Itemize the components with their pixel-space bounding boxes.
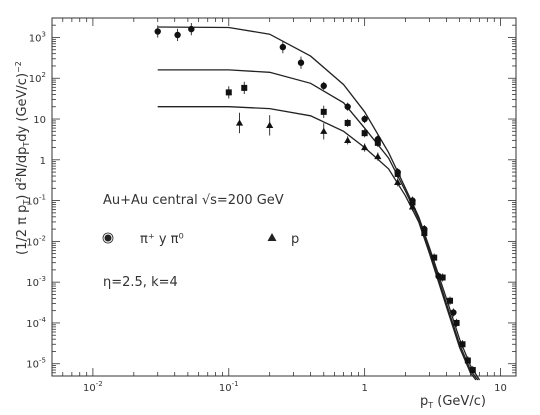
y-tick-label: 10-2 xyxy=(26,234,46,248)
data-point-square xyxy=(431,254,438,261)
data-point-square xyxy=(374,139,381,146)
legend-circle-marker xyxy=(104,234,112,242)
data-point-circle xyxy=(154,28,161,35)
y-axis-label: (1/2 π pT) d2N/dpTdy (GeV/c)−2 xyxy=(14,61,31,255)
data-point-square xyxy=(459,341,466,348)
data-point-square xyxy=(409,199,416,206)
legend-p-label: p xyxy=(291,232,299,247)
y-tick-label: 103 xyxy=(29,30,46,44)
data-point-circle xyxy=(361,115,368,123)
y-tick-label: 102 xyxy=(29,71,46,85)
data-point-square xyxy=(469,367,476,374)
legend-circle-marker-ring xyxy=(102,232,114,244)
legend: π⁺ y π⁰ p xyxy=(102,232,299,247)
data-point-square xyxy=(241,84,248,91)
y-tick-label: 10-3 xyxy=(26,275,46,289)
data-point-circle xyxy=(279,43,287,51)
data-point-triangle xyxy=(320,127,328,134)
data-point-square xyxy=(344,119,351,126)
system-annotation: Au+Au central √s=200 GeV xyxy=(103,193,284,208)
data-point-circle xyxy=(174,31,181,39)
y-tick-label: 1 xyxy=(40,156,46,167)
data-point-triangle xyxy=(361,143,369,151)
y-tick-label: 10-1 xyxy=(26,194,46,208)
params-annotation: η=2.5, k=4 xyxy=(103,275,178,290)
data-points xyxy=(154,23,476,375)
data-point-circle xyxy=(188,25,195,33)
x-tick-label: 10-1 xyxy=(219,380,239,394)
data-point-square xyxy=(439,274,446,281)
legend-pi-label: π⁺ y π⁰ xyxy=(140,232,184,247)
y-tick-label: 10 xyxy=(33,115,46,126)
data-point-triangle xyxy=(235,119,244,126)
data-point-circle xyxy=(344,103,351,110)
legend-triangle-marker xyxy=(267,233,277,241)
data-point-square xyxy=(320,108,327,115)
model-curve-2 xyxy=(157,69,479,381)
data-point-circle xyxy=(320,82,327,90)
x-tick-label: 10 xyxy=(494,383,507,394)
data-point-square xyxy=(225,89,232,96)
data-point-circle xyxy=(450,309,457,316)
data-point-square xyxy=(421,230,428,237)
data-point-triangle xyxy=(394,178,402,185)
data-point-square xyxy=(453,319,460,326)
data-point-square xyxy=(447,297,454,304)
x-tick-label: 1 xyxy=(361,383,367,394)
data-point-triangle xyxy=(344,136,352,143)
x-axis-label: pT (GeV/c) xyxy=(420,394,486,410)
data-point-square xyxy=(464,357,471,364)
data-point-triangle xyxy=(374,152,382,160)
data-point-circle xyxy=(297,59,305,66)
y-tick-label: 10-4 xyxy=(26,316,46,330)
data-point-triangle xyxy=(408,203,417,210)
plot-frame xyxy=(51,17,517,377)
y-tick-label: 10-5 xyxy=(26,357,46,371)
x-tick-label: 10-2 xyxy=(83,380,103,394)
x-axis-ticks: 10-2 10-1 1 10 xyxy=(51,18,507,394)
data-point-square xyxy=(361,130,368,137)
data-point-square xyxy=(394,170,401,177)
data-point-triangle xyxy=(266,121,274,128)
